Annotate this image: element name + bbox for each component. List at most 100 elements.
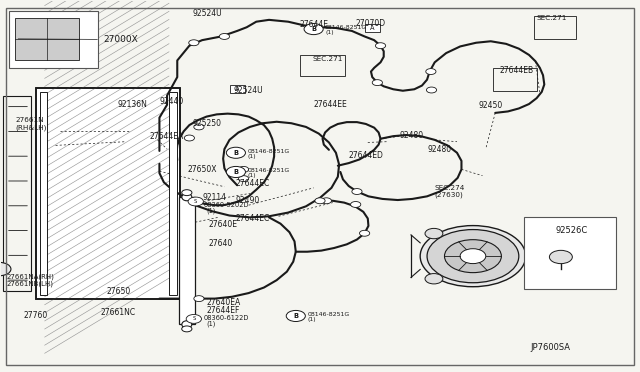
Bar xyxy=(493,68,537,91)
Circle shape xyxy=(425,273,443,284)
Bar xyxy=(9,11,99,68)
Circle shape xyxy=(427,230,519,283)
Ellipse shape xyxy=(182,321,192,328)
Bar xyxy=(15,18,79,60)
Bar xyxy=(534,16,575,39)
Circle shape xyxy=(420,225,525,287)
Circle shape xyxy=(186,314,202,323)
Text: JP7600SA: JP7600SA xyxy=(531,343,570,352)
Text: 27661NC: 27661NC xyxy=(100,308,135,317)
Circle shape xyxy=(315,198,325,204)
Circle shape xyxy=(194,296,204,302)
Text: 925250: 925250 xyxy=(193,119,221,128)
Circle shape xyxy=(239,176,248,182)
Text: B: B xyxy=(234,169,238,175)
Text: 27640E: 27640E xyxy=(209,220,237,229)
Text: 27644EB: 27644EB xyxy=(500,66,534,75)
Bar xyxy=(36,88,180,299)
Text: 27644EA: 27644EA xyxy=(149,132,184,141)
Circle shape xyxy=(425,228,443,239)
Circle shape xyxy=(189,40,199,46)
Text: 08146-8251G: 08146-8251G xyxy=(307,312,349,317)
Bar xyxy=(36,88,180,299)
Text: 92526C: 92526C xyxy=(556,226,588,235)
Circle shape xyxy=(184,135,195,141)
Text: 27640EA: 27640EA xyxy=(207,298,241,307)
Circle shape xyxy=(191,200,201,206)
Text: 27070D: 27070D xyxy=(355,19,385,28)
Text: (1): (1) xyxy=(207,321,216,327)
Circle shape xyxy=(227,147,246,158)
Text: 08360-6122D: 08360-6122D xyxy=(204,315,250,321)
Text: 92450: 92450 xyxy=(478,101,502,110)
Text: SEC.274
(27630): SEC.274 (27630) xyxy=(435,185,465,198)
Text: 08146-8251G: 08146-8251G xyxy=(247,149,290,154)
Circle shape xyxy=(220,33,230,39)
Circle shape xyxy=(460,249,486,264)
Circle shape xyxy=(239,166,248,172)
Text: 27644EC: 27644EC xyxy=(236,179,270,187)
Text: (1): (1) xyxy=(325,30,333,35)
Circle shape xyxy=(286,310,305,321)
Bar xyxy=(365,23,380,32)
Text: 92524U: 92524U xyxy=(234,86,264,95)
Text: 08146-8251G: 08146-8251G xyxy=(247,168,290,173)
Text: 27661NA(RH)
27661NB(LH): 27661NA(RH) 27661NB(LH) xyxy=(6,273,54,287)
Bar xyxy=(179,197,195,324)
Text: (1): (1) xyxy=(247,173,256,178)
Text: 92114: 92114 xyxy=(203,193,227,202)
Text: 08146-8251G: 08146-8251G xyxy=(325,25,367,30)
Text: 27650X: 27650X xyxy=(188,165,217,174)
Circle shape xyxy=(0,262,11,276)
Circle shape xyxy=(376,43,386,49)
Circle shape xyxy=(372,80,383,86)
Text: 27644EF: 27644EF xyxy=(207,306,240,315)
Text: SEC.271: SEC.271 xyxy=(537,15,567,21)
Circle shape xyxy=(351,202,361,208)
Text: SEC.271: SEC.271 xyxy=(312,56,343,62)
Text: B: B xyxy=(311,26,316,32)
Circle shape xyxy=(321,198,332,204)
Circle shape xyxy=(360,230,370,236)
Circle shape xyxy=(445,240,501,273)
Text: 27644E: 27644E xyxy=(300,20,328,29)
Bar xyxy=(169,92,177,295)
Text: (1): (1) xyxy=(247,154,256,159)
Circle shape xyxy=(352,189,362,195)
Circle shape xyxy=(304,23,323,35)
Text: 92480: 92480 xyxy=(427,145,451,154)
Text: 27661N
(RH&LH): 27661N (RH&LH) xyxy=(15,117,47,131)
Text: 08360-5202D: 08360-5202D xyxy=(204,202,250,208)
Text: 92524U: 92524U xyxy=(193,9,222,19)
Bar xyxy=(524,217,616,289)
Text: (1): (1) xyxy=(207,208,216,214)
Text: 27760: 27760 xyxy=(24,311,48,320)
Text: 27644EC: 27644EC xyxy=(236,214,270,223)
Text: S: S xyxy=(192,317,195,321)
Text: 27000X: 27000X xyxy=(103,35,138,44)
Circle shape xyxy=(227,166,246,177)
Text: 27640: 27640 xyxy=(209,239,233,248)
Text: B: B xyxy=(234,150,238,156)
Circle shape xyxy=(188,197,204,206)
Text: 27644ED: 27644ED xyxy=(349,151,383,160)
Text: A: A xyxy=(370,25,374,31)
Text: 92440: 92440 xyxy=(159,97,184,106)
Circle shape xyxy=(426,68,436,74)
Circle shape xyxy=(194,124,204,130)
Circle shape xyxy=(426,87,436,93)
Text: B: B xyxy=(293,313,298,319)
Circle shape xyxy=(182,326,192,332)
Text: S: S xyxy=(194,199,197,204)
Text: (1): (1) xyxy=(307,317,316,322)
Bar xyxy=(3,96,31,291)
Bar xyxy=(230,85,245,93)
Circle shape xyxy=(182,190,192,196)
Bar xyxy=(300,55,346,76)
Ellipse shape xyxy=(182,193,192,201)
Bar xyxy=(45,96,169,293)
Text: 92136N: 92136N xyxy=(117,100,147,109)
Text: 92490: 92490 xyxy=(236,196,260,205)
Text: 92480: 92480 xyxy=(399,131,424,140)
Circle shape xyxy=(549,250,572,264)
